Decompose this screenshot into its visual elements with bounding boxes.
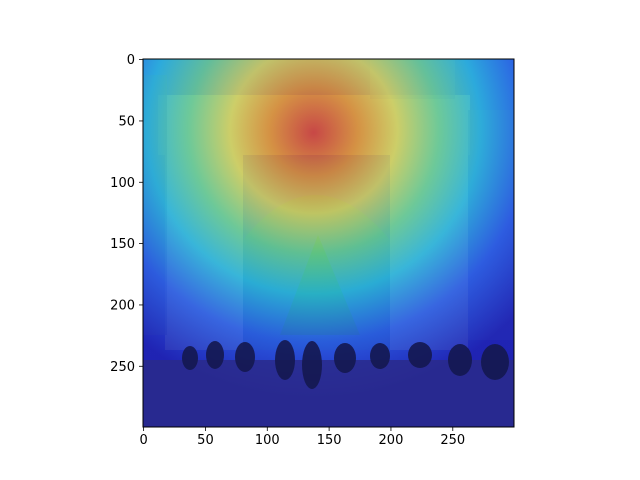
x-tick-label: 150 (317, 433, 342, 448)
plot-frame (142, 58, 515, 428)
y-tick-label: 100 (110, 176, 135, 191)
x-tick-label: 200 (379, 433, 404, 448)
y-tick-label: 250 (110, 360, 135, 375)
crowd (182, 340, 509, 389)
x-axis: 0 50 100 150 200 250 (139, 427, 465, 448)
x-tick-label: 250 (440, 433, 465, 448)
y-tick-label: 200 (110, 298, 135, 313)
plot-area (143, 59, 514, 427)
y-axis: 0 50 100 150 200 250 (110, 53, 143, 375)
y-tick-label: 150 (110, 237, 135, 252)
x-tick-label: 50 (197, 433, 214, 448)
y-tick-label: 50 (118, 114, 135, 129)
x-tick-label: 0 (139, 433, 147, 448)
x-tick-label: 100 (255, 433, 280, 448)
y-tick-label: 0 (127, 53, 135, 68)
